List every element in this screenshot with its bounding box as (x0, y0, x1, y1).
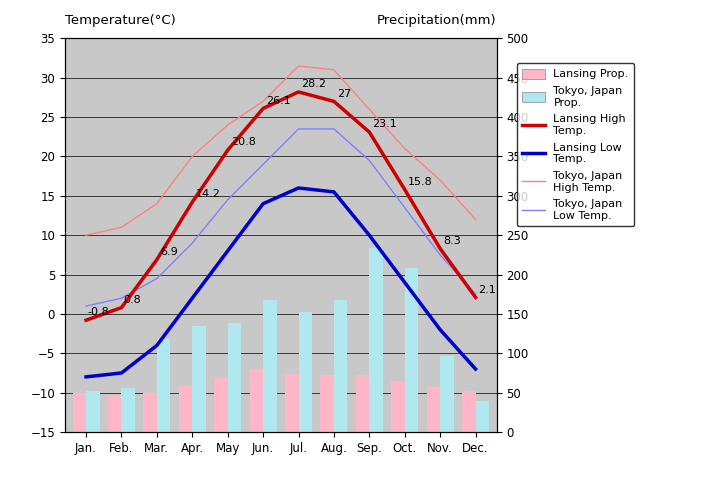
Bar (263, 300, 276, 432)
Bar (228, 324, 241, 432)
Text: 15.8: 15.8 (408, 177, 432, 187)
Text: 23.1: 23.1 (372, 120, 397, 129)
Text: 8.3: 8.3 (443, 236, 461, 246)
Text: 6.9: 6.9 (161, 247, 178, 257)
Bar (334, 300, 347, 432)
Text: 2.1: 2.1 (478, 285, 496, 295)
Text: 27: 27 (337, 89, 351, 99)
Bar (356, 374, 369, 432)
Bar (440, 356, 454, 432)
Text: 28.2: 28.2 (302, 79, 326, 89)
Bar (462, 391, 475, 432)
Bar (299, 312, 312, 432)
Bar (122, 388, 135, 432)
Bar (320, 375, 334, 432)
Bar (86, 391, 99, 432)
Bar (250, 369, 263, 432)
Bar (108, 396, 122, 432)
Text: 14.2: 14.2 (196, 190, 221, 199)
Bar (215, 378, 228, 432)
Bar (73, 393, 86, 432)
Bar (157, 339, 171, 432)
Text: 26.1: 26.1 (266, 96, 291, 106)
Text: -0.8: -0.8 (88, 308, 109, 317)
Bar (143, 393, 157, 432)
Bar (285, 374, 299, 432)
Bar (427, 387, 440, 432)
Legend: Lansing Prop., Tokyo, Japan
Prop., Lansing High
Temp., Lansing Low
Temp., Tokyo,: Lansing Prop., Tokyo, Japan Prop., Lansi… (517, 63, 634, 227)
Bar (475, 400, 489, 432)
Text: 20.8: 20.8 (231, 137, 256, 147)
Bar (391, 381, 405, 432)
Text: 0.8: 0.8 (123, 295, 141, 305)
Bar (179, 386, 192, 432)
Bar (369, 248, 383, 432)
Bar (405, 268, 418, 432)
Bar (192, 326, 206, 432)
Text: Precipitation(mm): Precipitation(mm) (377, 13, 497, 26)
Text: Temperature(°C): Temperature(°C) (65, 13, 176, 26)
